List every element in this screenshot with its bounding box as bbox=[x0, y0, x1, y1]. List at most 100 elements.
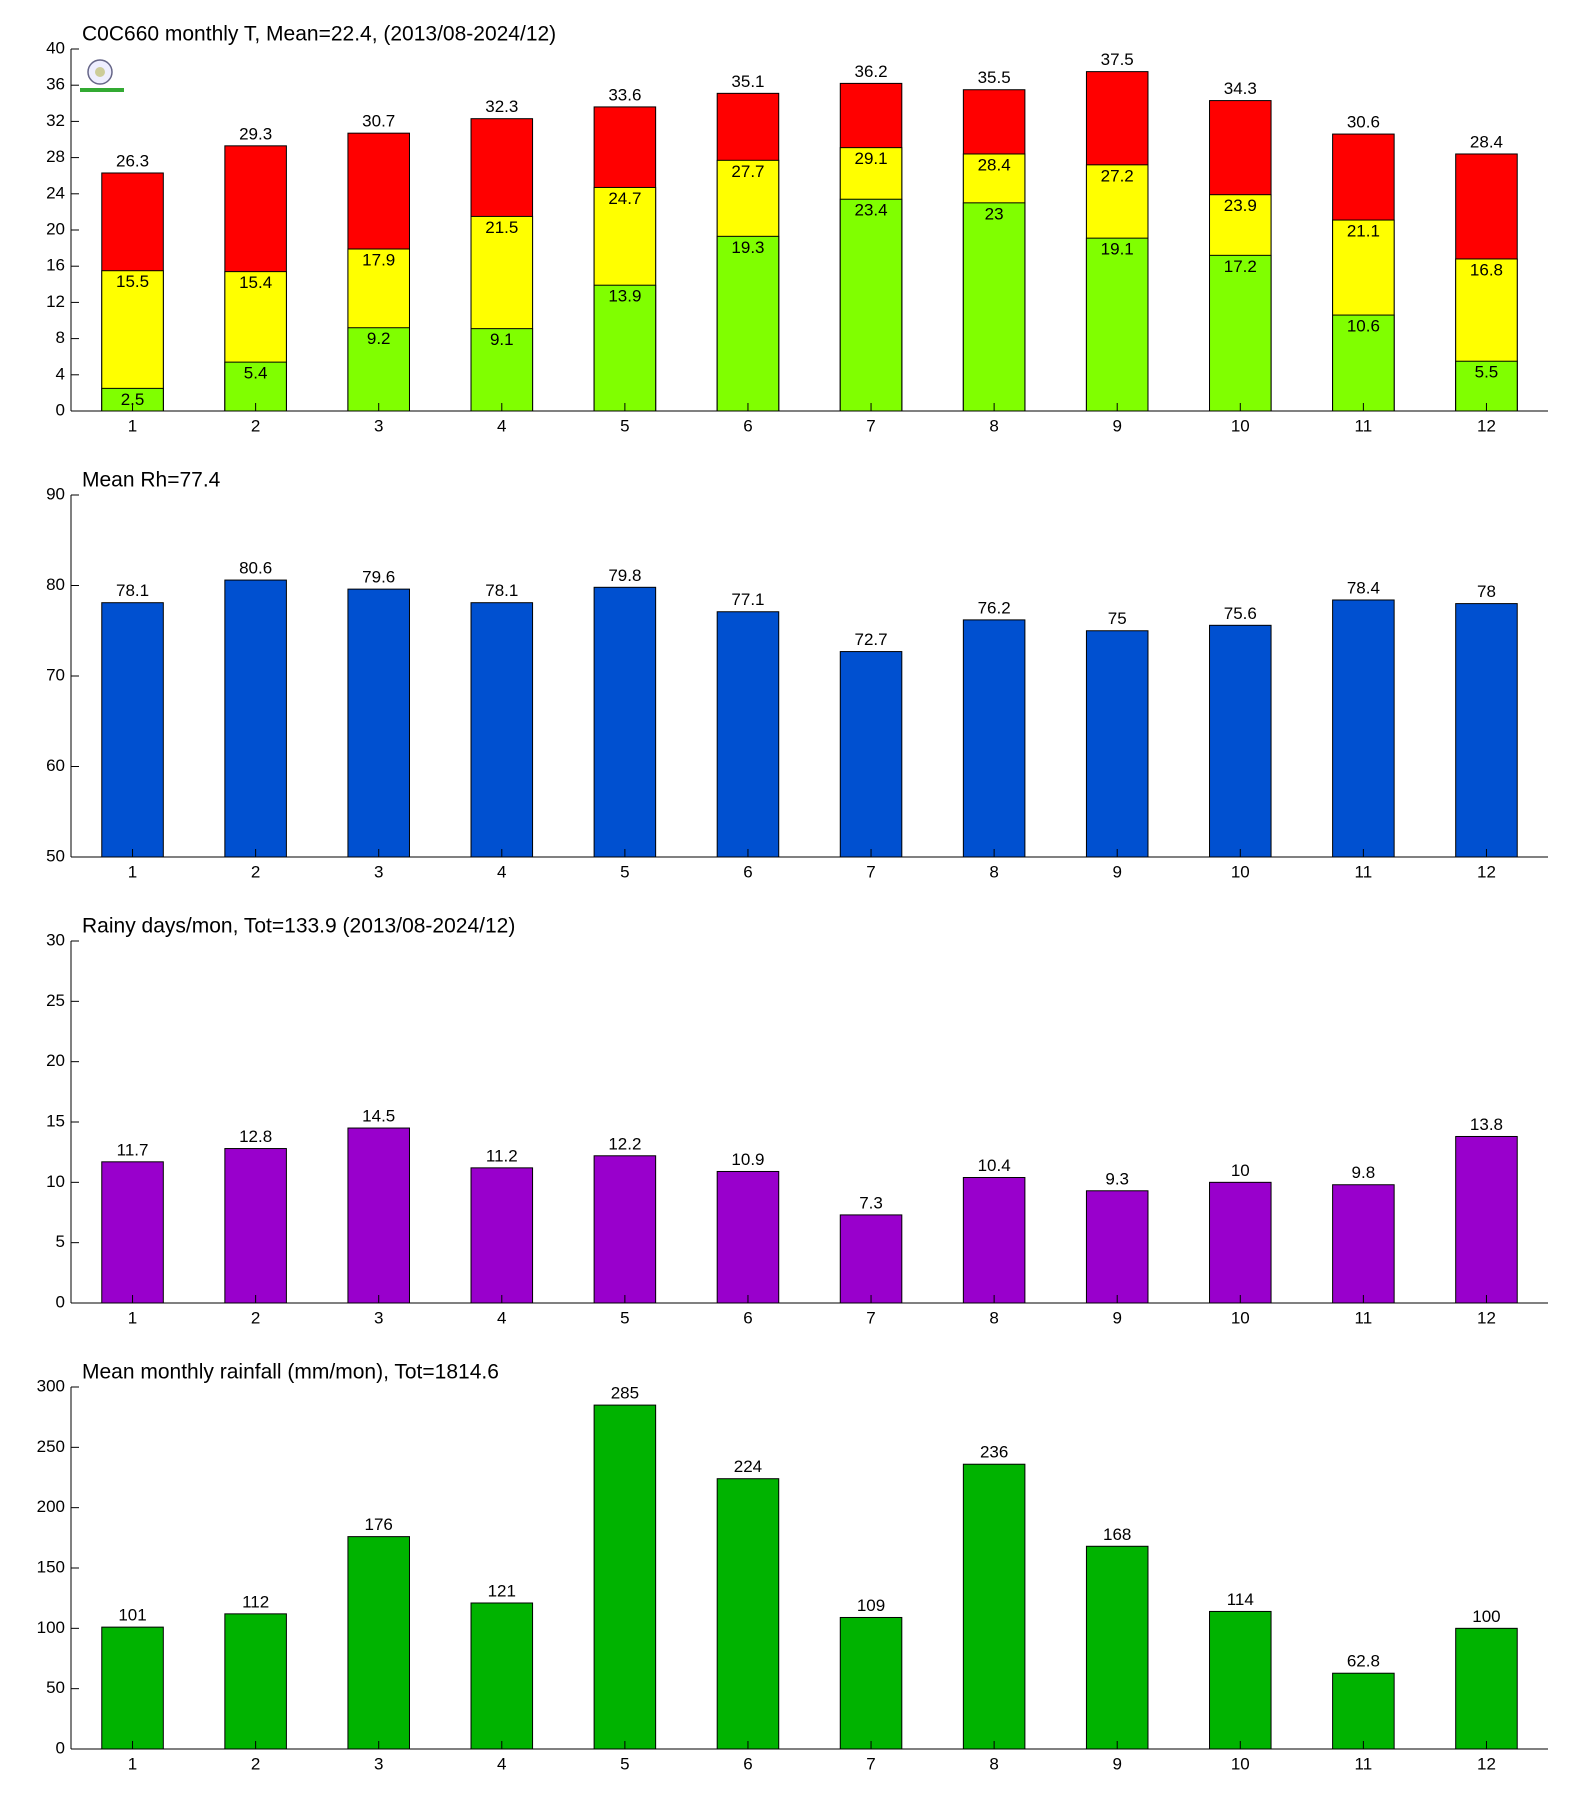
x-tick-label: 10 bbox=[1231, 862, 1250, 881]
data-label: 23.4 bbox=[854, 201, 887, 220]
y-tick-label: 20 bbox=[46, 219, 65, 238]
data-label: 9.2 bbox=[367, 329, 391, 348]
data-label: 9.3 bbox=[1105, 1169, 1129, 1188]
x-tick-label: 8 bbox=[989, 1308, 998, 1327]
y-tick-label: 16 bbox=[46, 256, 65, 275]
data-label: 13.9 bbox=[608, 287, 641, 306]
y-tick-label: 50 bbox=[46, 1678, 65, 1697]
data-label: 30.7 bbox=[362, 112, 395, 131]
data-label: 75 bbox=[1108, 609, 1127, 628]
data-label: 112 bbox=[242, 1592, 269, 1611]
data-label: 78.1 bbox=[116, 581, 149, 600]
data-label: 24.7 bbox=[608, 189, 641, 208]
y-tick-label: 8 bbox=[56, 328, 65, 347]
x-tick-label: 6 bbox=[743, 862, 752, 881]
x-tick-label: 9 bbox=[1112, 1308, 1121, 1327]
y-tick-label: 90 bbox=[46, 484, 65, 503]
y-tick-label: 10 bbox=[46, 1172, 65, 1191]
y-tick-label: 80 bbox=[46, 575, 65, 594]
y-tick-label: 100 bbox=[37, 1618, 65, 1637]
bar bbox=[1085, 237, 1149, 412]
bar bbox=[1085, 1190, 1149, 1304]
chart-title: Rainy days/mon, Tot=133.9 (2013/08-2024/… bbox=[82, 915, 515, 938]
data-label: 28.4 bbox=[978, 155, 1011, 174]
x-tick-label: 3 bbox=[374, 1754, 383, 1773]
bar bbox=[839, 198, 903, 412]
data-label: 19.3 bbox=[731, 238, 764, 257]
bar bbox=[716, 1478, 780, 1750]
y-tick-label: 40 bbox=[46, 38, 65, 57]
x-tick-label: 4 bbox=[497, 1308, 506, 1327]
x-tick-label: 10 bbox=[1231, 1754, 1250, 1773]
bar bbox=[470, 1602, 534, 1750]
data-label: 80.6 bbox=[239, 559, 272, 578]
y-tick-label: 70 bbox=[46, 665, 65, 684]
x-tick-label: 3 bbox=[374, 1308, 383, 1327]
x-tick-label: 8 bbox=[989, 862, 998, 881]
x-tick-label: 4 bbox=[497, 862, 506, 881]
x-tick-label: 5 bbox=[620, 862, 629, 881]
data-label: 79.6 bbox=[362, 568, 395, 587]
x-tick-label: 1 bbox=[128, 1308, 137, 1327]
y-tick-label: 20 bbox=[46, 1051, 65, 1070]
data-label: 21.5 bbox=[485, 218, 518, 237]
bar bbox=[224, 1613, 287, 1750]
x-tick-label: 1 bbox=[128, 416, 137, 435]
bar bbox=[1455, 1627, 1518, 1750]
bar bbox=[1332, 599, 1395, 858]
bar bbox=[839, 1616, 903, 1750]
data-label: 27.2 bbox=[1101, 166, 1134, 185]
bar bbox=[347, 1127, 410, 1304]
data-label: 15.4 bbox=[239, 273, 272, 292]
bar bbox=[839, 1214, 903, 1304]
data-label: 236 bbox=[980, 1443, 1008, 1462]
data-label: 13.8 bbox=[1470, 1115, 1503, 1134]
data-label: 15.5 bbox=[116, 272, 149, 291]
y-tick-label: 15 bbox=[46, 1111, 65, 1130]
x-tick-label: 11 bbox=[1355, 416, 1373, 435]
data-label: 224 bbox=[734, 1457, 762, 1476]
y-tick-label: 200 bbox=[37, 1497, 65, 1516]
y-tick-label: 30 bbox=[46, 930, 65, 949]
bar bbox=[1332, 1184, 1395, 1304]
x-tick-label: 12 bbox=[1477, 1754, 1496, 1773]
x-tick-label: 9 bbox=[1112, 416, 1121, 435]
bar bbox=[593, 586, 657, 858]
y-tick-label: 60 bbox=[46, 756, 65, 775]
data-label: 75.6 bbox=[1224, 604, 1257, 623]
y-tick-label: 300 bbox=[37, 1376, 65, 1395]
data-label: 9.1 bbox=[490, 330, 514, 349]
x-tick-label: 11 bbox=[1355, 862, 1373, 881]
bar bbox=[839, 651, 903, 858]
x-tick-label: 3 bbox=[374, 416, 383, 435]
data-label: 35.1 bbox=[731, 72, 764, 91]
bar bbox=[1209, 624, 1272, 858]
x-tick-label: 9 bbox=[1112, 862, 1121, 881]
data-label: 10.4 bbox=[978, 1156, 1011, 1175]
bar bbox=[593, 284, 657, 412]
data-label: 2.5 bbox=[121, 390, 145, 409]
data-label: 21.1 bbox=[1347, 222, 1380, 241]
bar bbox=[101, 1161, 164, 1304]
bar bbox=[1455, 1135, 1518, 1304]
y-tick-label: 24 bbox=[46, 183, 65, 202]
bar bbox=[962, 619, 1026, 858]
y-tick-label: 250 bbox=[37, 1437, 65, 1456]
bar bbox=[224, 579, 287, 858]
x-tick-label: 11 bbox=[1355, 1754, 1373, 1773]
logo bbox=[80, 59, 124, 92]
data-label: 9.8 bbox=[1352, 1163, 1376, 1182]
bar bbox=[101, 602, 164, 858]
x-tick-label: 10 bbox=[1231, 1308, 1250, 1327]
data-label: 17.9 bbox=[362, 250, 395, 269]
data-label: 23.9 bbox=[1224, 196, 1257, 215]
data-label: 285 bbox=[611, 1384, 639, 1403]
data-label: 12.8 bbox=[239, 1127, 272, 1146]
x-tick-label: 6 bbox=[743, 416, 752, 435]
x-tick-label: 4 bbox=[497, 416, 506, 435]
data-label: 30.6 bbox=[1347, 113, 1380, 132]
y-tick-label: 5 bbox=[56, 1232, 65, 1251]
x-tick-label: 12 bbox=[1477, 862, 1496, 881]
y-tick-label: 25 bbox=[46, 991, 65, 1010]
